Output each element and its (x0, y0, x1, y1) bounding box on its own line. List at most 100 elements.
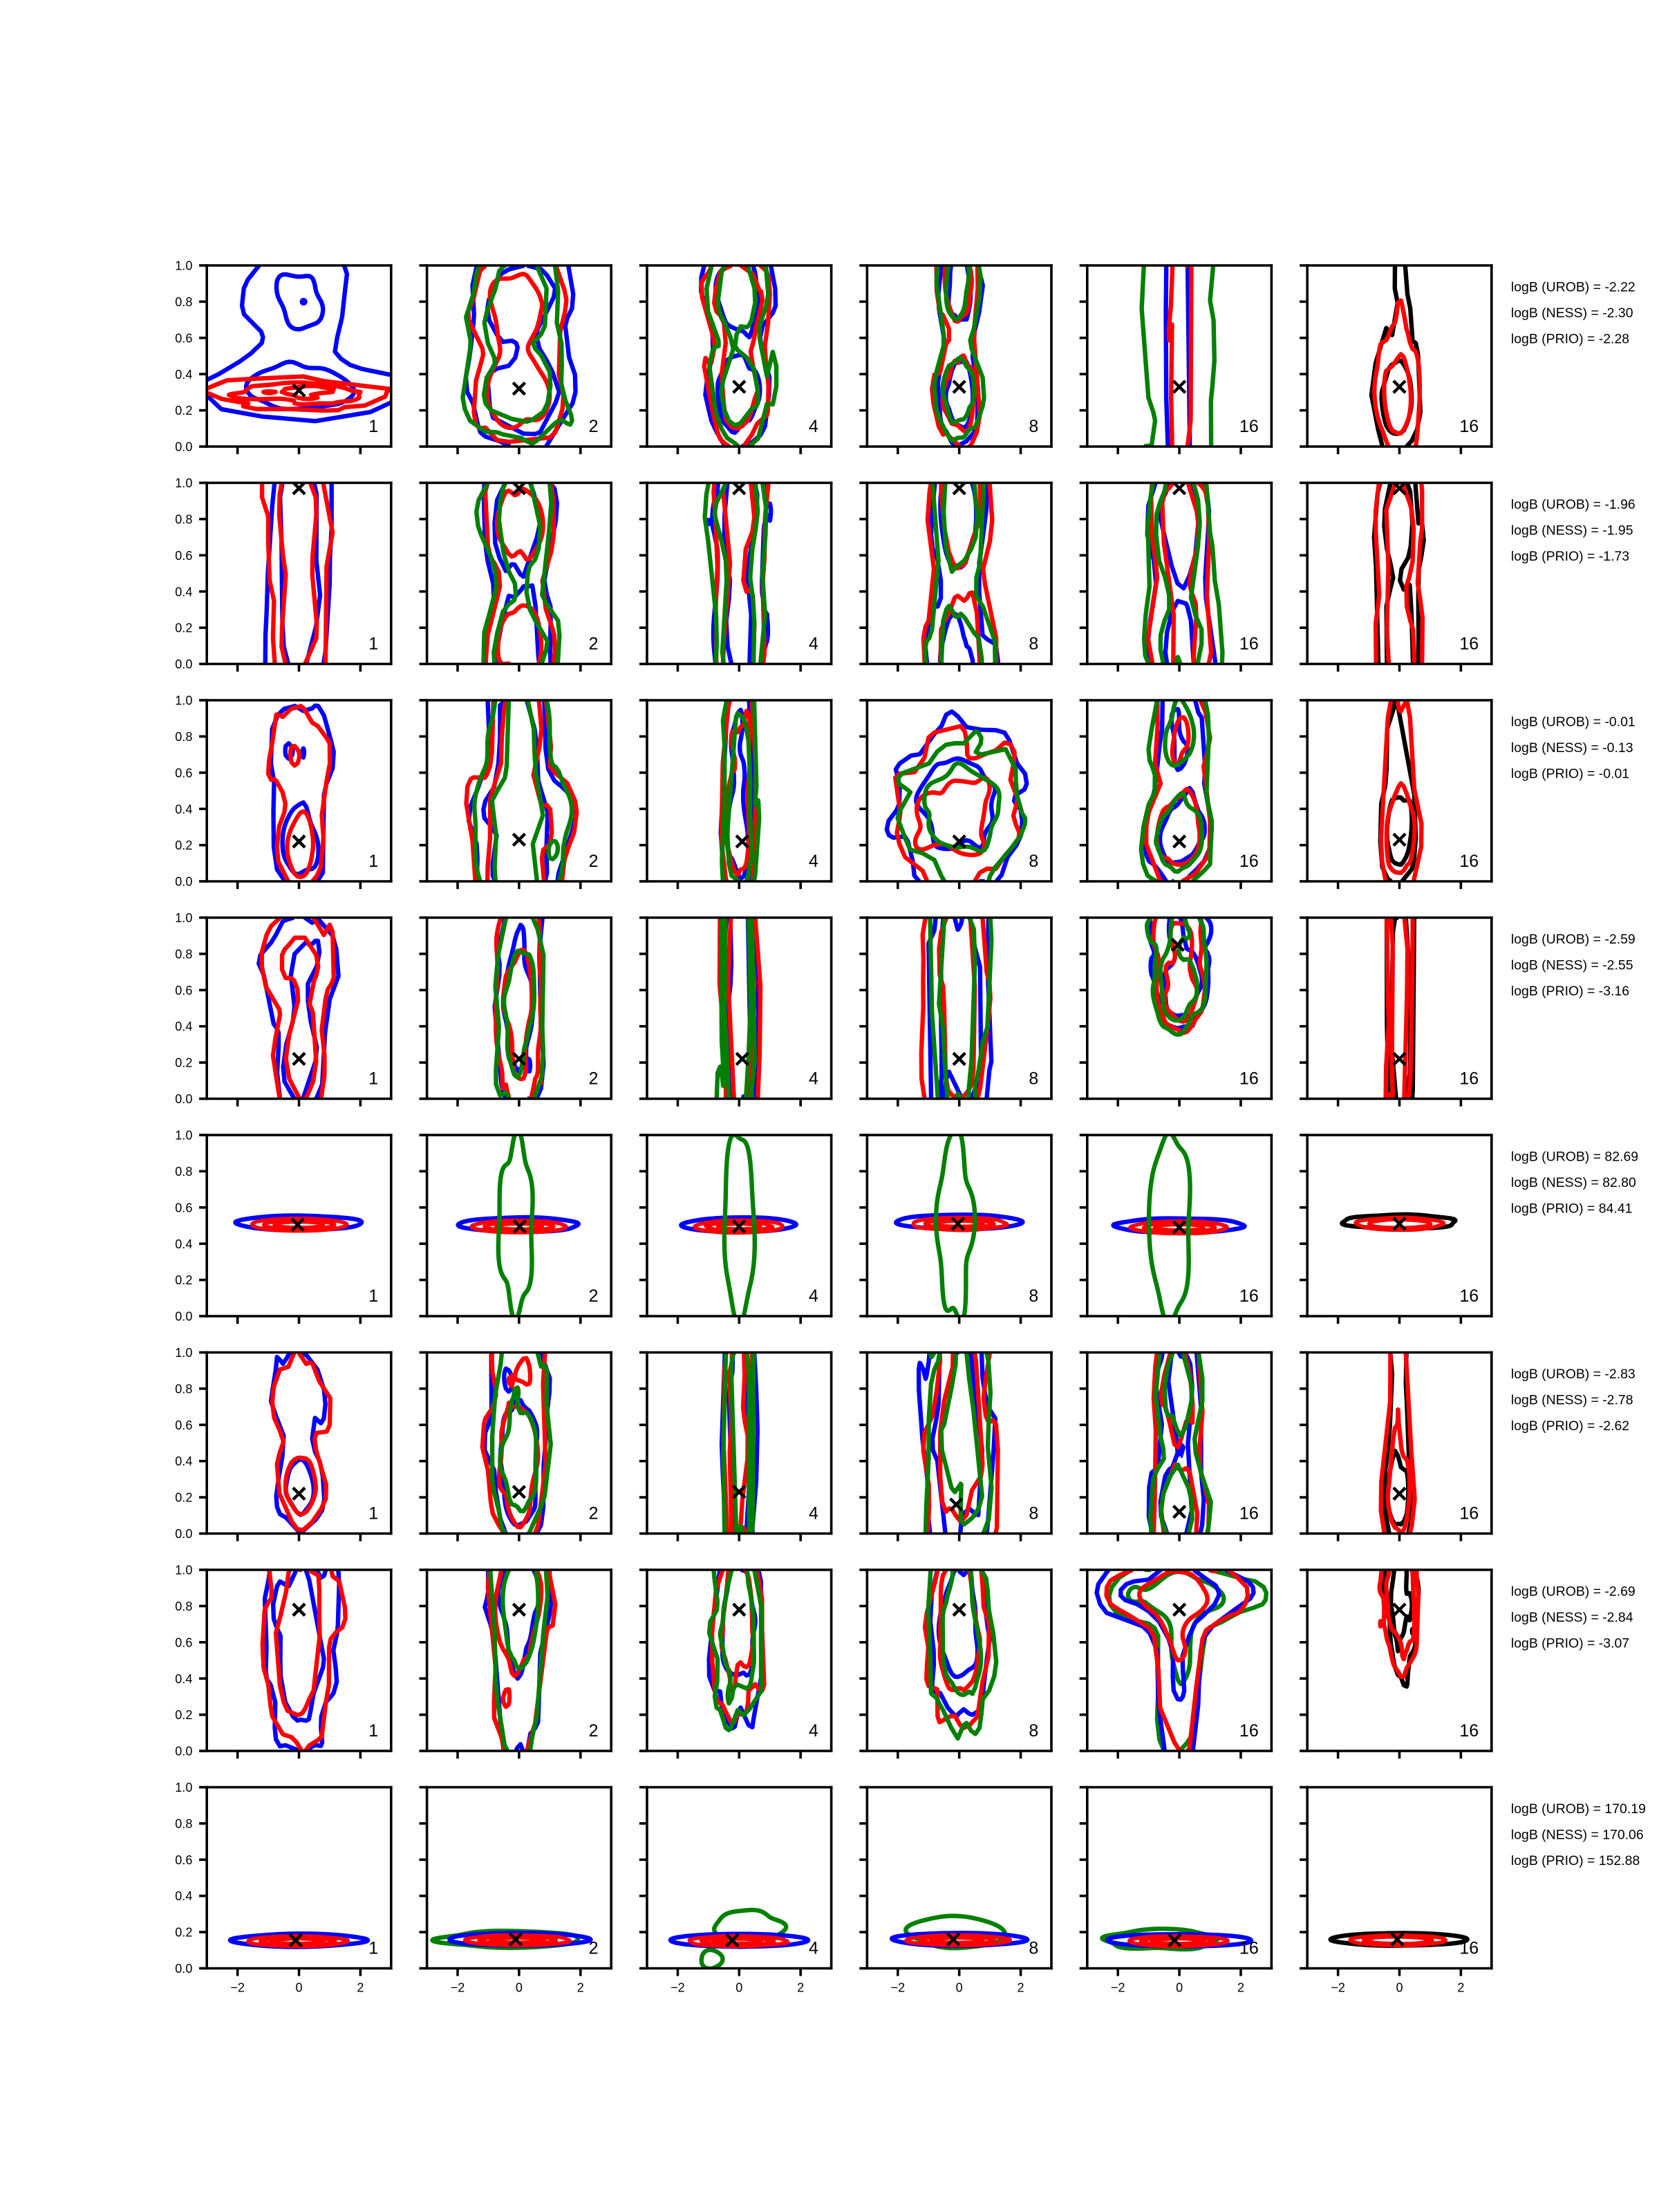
svg-text:2: 2 (1237, 1980, 1244, 1994)
svg-text:logB (UROB) = -2.59: logB (UROB) = -2.59 (1511, 932, 1635, 947)
svg-text:2: 2 (797, 1980, 804, 1994)
svg-text:0.2: 0.2 (175, 404, 192, 418)
svg-text:16: 16 (1459, 1504, 1479, 1524)
svg-text:0: 0 (1396, 1980, 1403, 1994)
svg-text:2: 2 (1018, 1980, 1024, 1994)
svg-text:0.8: 0.8 (175, 730, 192, 744)
svg-text:logB (NESS) = -2.55: logB (NESS) = -2.55 (1511, 958, 1633, 973)
svg-text:0.2: 0.2 (175, 1708, 192, 1722)
svg-text:16: 16 (1459, 1069, 1479, 1089)
svg-text:0.2: 0.2 (175, 1491, 192, 1505)
svg-text:0.4: 0.4 (175, 1020, 192, 1033)
svg-text:0.6: 0.6 (175, 1418, 192, 1432)
svg-text:logB (PRIO) = 84.41: logB (PRIO) = 84.41 (1511, 1201, 1633, 1217)
svg-text:logB (PRIO) = -3.07: logB (PRIO) = -3.07 (1511, 1636, 1629, 1651)
svg-text:16: 16 (1459, 1286, 1479, 1306)
svg-text:0.8: 0.8 (175, 1817, 192, 1830)
svg-text:logB (NESS) = -2.84: logB (NESS) = -2.84 (1511, 1610, 1633, 1625)
svg-text:logB (UROB) = -2.69: logB (UROB) = -2.69 (1511, 1584, 1635, 1600)
svg-text:0.2: 0.2 (175, 1273, 192, 1287)
svg-text:2: 2 (589, 1069, 599, 1089)
svg-text:0.4: 0.4 (175, 1889, 192, 1903)
svg-text:−2: −2 (230, 1980, 245, 1994)
svg-text:2: 2 (589, 852, 599, 871)
svg-text:0: 0 (956, 1980, 963, 1994)
svg-text:0.0: 0.0 (175, 1745, 192, 1759)
svg-text:0.0: 0.0 (175, 657, 192, 671)
svg-text:8: 8 (1029, 417, 1038, 436)
svg-text:0.6: 0.6 (175, 1201, 192, 1215)
svg-text:1: 1 (368, 635, 378, 654)
svg-text:logB (UROB) = -2.22: logB (UROB) = -2.22 (1511, 280, 1635, 295)
svg-text:logB (PRIO) = -2.62: logB (PRIO) = -2.62 (1511, 1418, 1629, 1434)
svg-text:logB (UROB) = 170.19: logB (UROB) = 170.19 (1511, 1801, 1646, 1817)
svg-text:16: 16 (1459, 852, 1479, 871)
svg-text:0.8: 0.8 (175, 947, 192, 961)
svg-text:−2: −2 (1331, 1980, 1345, 1994)
svg-text:16: 16 (1459, 417, 1479, 436)
svg-text:0.4: 0.4 (175, 1672, 192, 1686)
svg-text:2: 2 (589, 1286, 599, 1306)
svg-text:0: 0 (1176, 1980, 1183, 1994)
svg-text:0: 0 (516, 1980, 523, 1994)
svg-text:0.6: 0.6 (175, 766, 192, 780)
svg-text:0.8: 0.8 (175, 295, 192, 309)
svg-text:16: 16 (1239, 1504, 1259, 1524)
svg-text:1.0: 1.0 (175, 259, 192, 273)
svg-text:16: 16 (1459, 635, 1479, 654)
svg-text:4: 4 (809, 1286, 818, 1306)
svg-text:0.6: 0.6 (175, 331, 192, 345)
svg-text:1: 1 (368, 852, 378, 871)
svg-text:16: 16 (1239, 1721, 1259, 1741)
svg-text:0.0: 0.0 (175, 440, 192, 454)
svg-text:0: 0 (295, 1980, 302, 1994)
svg-text:1.0: 1.0 (175, 911, 192, 925)
svg-text:1.0: 1.0 (175, 1129, 192, 1143)
svg-text:1.0: 1.0 (175, 476, 192, 490)
svg-text:0.4: 0.4 (175, 1454, 192, 1468)
svg-text:16: 16 (1239, 1939, 1259, 1958)
svg-text:logB (PRIO) = -3.16: logB (PRIO) = -3.16 (1511, 984, 1629, 999)
svg-text:2: 2 (589, 635, 599, 654)
svg-text:1: 1 (368, 1504, 378, 1524)
svg-text:−2: −2 (671, 1980, 685, 1994)
svg-text:8: 8 (1029, 635, 1038, 654)
svg-text:0: 0 (735, 1980, 742, 1994)
svg-text:8: 8 (1029, 852, 1038, 871)
svg-text:1: 1 (368, 1721, 378, 1741)
svg-text:1.0: 1.0 (175, 1781, 192, 1794)
svg-text:4: 4 (809, 417, 818, 436)
svg-text:0.2: 0.2 (175, 838, 192, 852)
svg-text:16: 16 (1239, 1069, 1259, 1089)
svg-text:−2: −2 (1111, 1980, 1125, 1994)
svg-text:2: 2 (589, 1939, 599, 1958)
svg-text:logB (PRIO) = -1.73: logB (PRIO) = -1.73 (1511, 549, 1629, 564)
svg-text:0.6: 0.6 (175, 549, 192, 563)
svg-text:4: 4 (809, 1721, 818, 1741)
svg-text:logB (UROB) = -2.83: logB (UROB) = -2.83 (1511, 1367, 1635, 1382)
svg-text:8: 8 (1029, 1939, 1038, 1958)
svg-text:−2: −2 (891, 1980, 906, 1994)
svg-text:4: 4 (809, 1504, 818, 1524)
svg-text:logB (NESS) = -2.78: logB (NESS) = -2.78 (1511, 1393, 1633, 1408)
svg-text:logB (UROB) = -0.01: logB (UROB) = -0.01 (1511, 715, 1635, 730)
svg-text:2: 2 (589, 1504, 599, 1524)
svg-text:4: 4 (809, 635, 818, 654)
svg-text:logB (UROB) = 82.69: logB (UROB) = 82.69 (1511, 1150, 1638, 1165)
svg-text:logB (PRIO) = -0.01: logB (PRIO) = -0.01 (1511, 767, 1629, 782)
svg-text:8: 8 (1029, 1721, 1038, 1741)
svg-text:0.8: 0.8 (175, 1600, 192, 1613)
svg-text:16: 16 (1459, 1721, 1479, 1741)
svg-text:4: 4 (809, 852, 818, 871)
svg-text:4: 4 (809, 1069, 818, 1089)
svg-text:−2: −2 (451, 1980, 465, 1994)
svg-text:0.0: 0.0 (175, 875, 192, 889)
svg-text:0.2: 0.2 (175, 1926, 192, 1940)
svg-text:2: 2 (577, 1980, 584, 1994)
svg-text:0.6: 0.6 (175, 984, 192, 997)
svg-text:1.0: 1.0 (175, 1564, 192, 1577)
svg-text:0.4: 0.4 (175, 1237, 192, 1251)
svg-text:2: 2 (589, 417, 599, 436)
svg-text:logB (NESS) = -1.95: logB (NESS) = -1.95 (1511, 523, 1633, 538)
svg-text:logB (NESS) = -0.13: logB (NESS) = -0.13 (1511, 740, 1633, 756)
